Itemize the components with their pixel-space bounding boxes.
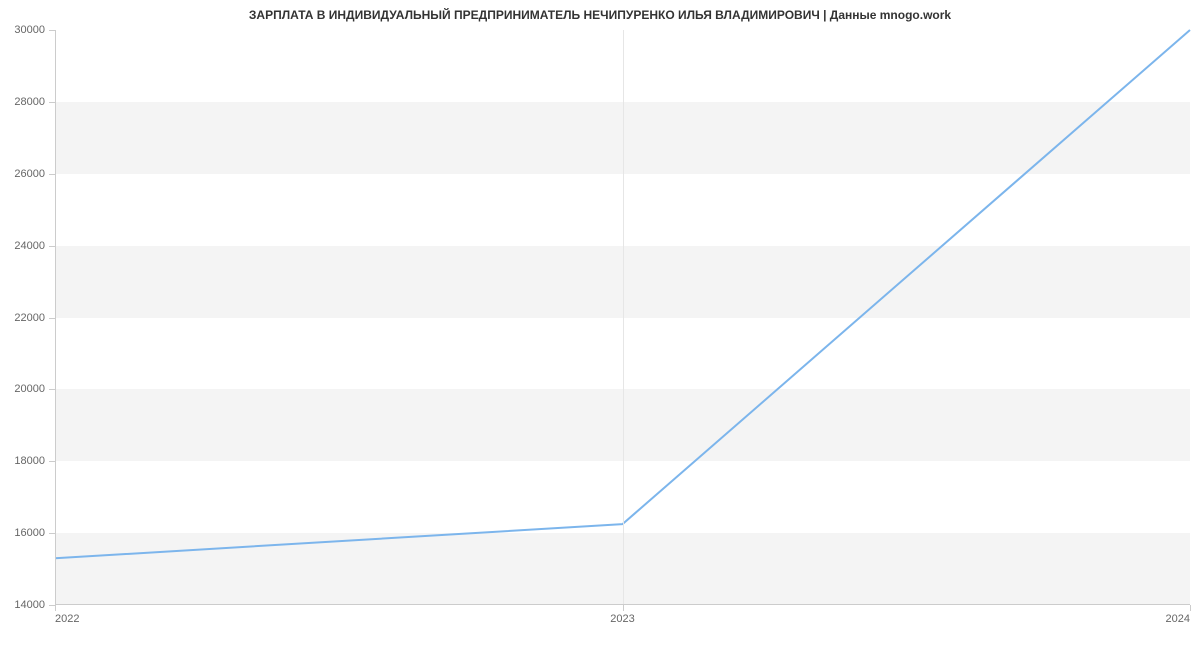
x-tick-label: 2022 bbox=[55, 613, 79, 625]
y-tick-label: 14000 bbox=[14, 599, 45, 611]
y-tick-label: 16000 bbox=[14, 527, 45, 539]
x-gridline bbox=[623, 30, 624, 605]
x-tick bbox=[55, 605, 56, 611]
y-tick-label: 28000 bbox=[14, 96, 45, 108]
x-tick-label: 2023 bbox=[610, 613, 634, 625]
y-tick-label: 18000 bbox=[14, 455, 45, 467]
y-tick bbox=[49, 102, 55, 103]
y-tick-label: 22000 bbox=[14, 312, 45, 324]
x-tick bbox=[1190, 605, 1191, 611]
x-tick bbox=[623, 605, 624, 611]
y-axis-line bbox=[55, 30, 56, 605]
y-tick bbox=[49, 174, 55, 175]
salary-line-chart: ЗАРПЛАТА В ИНДИВИДУАЛЬНЫЙ ПРЕДПРИНИМАТЕЛ… bbox=[0, 0, 1200, 650]
y-tick-label: 20000 bbox=[14, 383, 45, 395]
y-tick bbox=[49, 533, 55, 534]
y-tick-label: 24000 bbox=[14, 240, 45, 252]
y-tick bbox=[49, 461, 55, 462]
y-tick-label: 26000 bbox=[14, 168, 45, 180]
y-tick bbox=[49, 30, 55, 31]
y-tick bbox=[49, 318, 55, 319]
chart-title: ЗАРПЛАТА В ИНДИВИДУАЛЬНЫЙ ПРЕДПРИНИМАТЕЛ… bbox=[0, 8, 1200, 22]
y-tick-label: 30000 bbox=[14, 24, 45, 36]
plot-area: 1400016000180002000022000240002600028000… bbox=[55, 30, 1190, 605]
y-tick bbox=[49, 246, 55, 247]
y-tick bbox=[49, 389, 55, 390]
x-tick-label: 2024 bbox=[1166, 613, 1190, 625]
